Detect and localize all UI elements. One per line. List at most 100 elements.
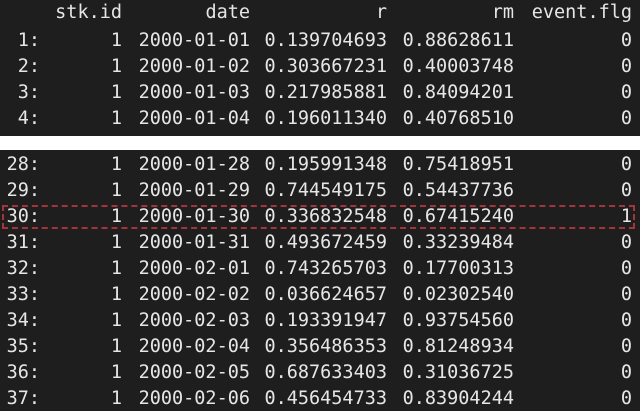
table-row: 31: 1 2000-01-31 0.493672459 0.33239484 0 xyxy=(0,230,640,256)
cell-r: 0.456454733 xyxy=(264,388,387,409)
row-index: 37: xyxy=(6,388,40,409)
table-row: 35: 1 2000-02-04 0.356486353 0.81248934 0 xyxy=(0,334,640,360)
cell-stk-id: 1 xyxy=(110,362,122,383)
cell-stk-id: 1 xyxy=(110,30,122,51)
cell-date: 2000-01-29 xyxy=(138,180,250,201)
row-index: 35: xyxy=(6,336,40,357)
table-row: 4: 1 2000-01-04 0.196011340 0.40768510 0 xyxy=(0,106,640,132)
cell-date: 2000-02-02 xyxy=(138,284,250,305)
cell-date: 2000-01-28 xyxy=(138,154,250,175)
header-rm: rm xyxy=(491,2,514,23)
cell-rm: 0.17700313 xyxy=(402,258,514,279)
cell-stk-id: 1 xyxy=(110,310,122,331)
cell-event-flg: 1 xyxy=(620,206,632,227)
cell-date: 2000-01-01 xyxy=(138,30,250,51)
console-output-top: stk.id date r rm event.flg 1: 1 2000-01-01… xyxy=(0,0,640,136)
cell-r: 0.193391947 xyxy=(264,310,387,331)
cell-r: 0.356486353 xyxy=(264,336,387,357)
cell-rm: 0.93754560 xyxy=(402,310,514,331)
cell-r: 0.336832548 xyxy=(264,206,387,227)
cell-date: 2000-02-01 xyxy=(138,258,250,279)
table-row: 34: 1 2000-02-03 0.193391947 0.93754560 0 xyxy=(0,308,640,334)
table-row: 29: 1 2000-01-29 0.744549175 0.54437736 0 xyxy=(0,178,640,204)
cell-rm: 0.81248934 xyxy=(402,336,514,357)
cell-rm: 0.40768510 xyxy=(402,108,514,129)
cell-event-flg: 0 xyxy=(620,180,632,201)
cell-rm: 0.54437736 xyxy=(402,180,514,201)
cell-stk-id: 1 xyxy=(110,232,122,253)
cell-r: 0.139704693 xyxy=(264,30,387,51)
cell-stk-id: 1 xyxy=(110,284,122,305)
row-index: 1: xyxy=(17,30,40,51)
row-index: 28: xyxy=(6,154,40,175)
cell-stk-id: 1 xyxy=(110,206,122,227)
header-r: r xyxy=(375,2,387,23)
cell-date: 2000-01-03 xyxy=(138,82,250,103)
row-index: 30: xyxy=(6,206,40,227)
cell-date: 2000-01-31 xyxy=(138,232,250,253)
cell-event-flg: 0 xyxy=(620,232,632,253)
cell-rm: 0.88628611 xyxy=(402,30,514,51)
cell-event-flg: 0 xyxy=(620,108,632,129)
cell-event-flg: 0 xyxy=(620,388,632,409)
cell-event-flg: 0 xyxy=(620,56,632,77)
cell-r: 0.217985881 xyxy=(264,82,387,103)
cell-date: 2000-02-05 xyxy=(138,362,250,383)
table-row: 36: 1 2000-02-05 0.687633403 0.31036725 0 xyxy=(0,360,640,386)
cell-rm: 0.83904244 xyxy=(402,388,514,409)
cell-rm: 0.33239484 xyxy=(402,232,514,253)
cell-date: 2000-01-04 xyxy=(138,108,250,129)
cell-stk-id: 1 xyxy=(110,336,122,357)
cell-r: 0.687633403 xyxy=(264,362,387,383)
cell-date: 2000-02-04 xyxy=(138,336,250,357)
header-date: date xyxy=(205,2,250,23)
row-index: 32: xyxy=(6,258,40,279)
row-index: 33: xyxy=(6,284,40,305)
row-index: 3: xyxy=(17,82,40,103)
cell-r: 0.195991348 xyxy=(264,154,387,175)
row-index: 4: xyxy=(17,108,40,129)
table-row: 33: 1 2000-02-02 0.036624657 0.02302540 0 xyxy=(0,282,640,308)
table-row: 37: 1 2000-02-06 0.456454733 0.83904244 0 xyxy=(0,386,640,412)
row-index: 29: xyxy=(6,180,40,201)
table-row: 1: 1 2000-01-01 0.139704693 0.88628611 0 xyxy=(0,28,640,54)
cell-rm: 0.31036725 xyxy=(402,362,514,383)
cell-event-flg: 0 xyxy=(620,154,632,175)
cell-event-flg: 0 xyxy=(620,258,632,279)
header-stk-id: stk.id xyxy=(55,2,122,23)
cell-r: 0.303667231 xyxy=(264,56,387,77)
table-row: 28: 1 2000-01-28 0.195991348 0.75418951 0 xyxy=(0,152,640,178)
cell-stk-id: 1 xyxy=(110,56,122,77)
cell-date: 2000-01-02 xyxy=(138,56,250,77)
cell-date: 2000-02-06 xyxy=(138,388,250,409)
row-index: 31: xyxy=(6,232,40,253)
cell-rm: 0.84094201 xyxy=(402,82,514,103)
table-row: 32: 1 2000-02-01 0.743265703 0.17700313 0 xyxy=(0,256,640,282)
table-row: 3: 1 2000-01-03 0.217985881 0.84094201 0 xyxy=(0,80,640,106)
console-output-bottom: 28: 1 2000-01-28 0.195991348 0.75418951 0 29: 1… xyxy=(0,150,640,411)
cell-date: 2000-01-30 xyxy=(138,206,250,227)
cell-event-flg: 0 xyxy=(620,284,632,305)
table-row: 2: 1 2000-01-02 0.303667231 0.40003748 0 xyxy=(0,54,640,80)
cell-stk-id: 1 xyxy=(110,180,122,201)
cell-date: 2000-02-03 xyxy=(138,310,250,331)
row-index: 36: xyxy=(6,362,40,383)
cell-rm: 0.02302540 xyxy=(402,284,514,305)
cell-rm: 0.75418951 xyxy=(402,154,514,175)
cell-event-flg: 0 xyxy=(620,336,632,357)
cell-rm: 0.40003748 xyxy=(402,56,514,77)
cell-rm: 0.67415240 xyxy=(402,206,514,227)
cell-r: 0.493672459 xyxy=(264,232,387,253)
cell-event-flg: 0 xyxy=(620,310,632,331)
cell-stk-id: 1 xyxy=(110,154,122,175)
cell-event-flg: 0 xyxy=(620,30,632,51)
cell-stk-id: 1 xyxy=(110,82,122,103)
cell-r: 0.743265703 xyxy=(264,258,387,279)
cell-r: 0.036624657 xyxy=(264,284,387,305)
row-index: 2: xyxy=(17,56,40,77)
cell-r: 0.744549175 xyxy=(264,180,387,201)
cell-stk-id: 1 xyxy=(110,388,122,409)
table-header: stk.id date r rm event.flg xyxy=(0,0,640,26)
cell-event-flg: 0 xyxy=(620,362,632,383)
table-row: 30: 1 2000-01-30 0.336832548 0.67415240 1 xyxy=(0,204,640,230)
